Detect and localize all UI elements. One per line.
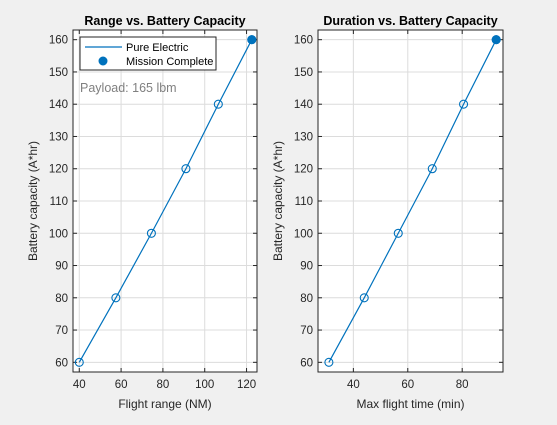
legend-entry-pure-electric: Pure Electric: [126, 42, 189, 54]
y-tick-label: 100: [294, 228, 313, 240]
x-tick-label: 40: [347, 379, 360, 391]
y-tick-label: 150: [49, 67, 68, 79]
series-line-pure-electric: [78, 39, 253, 363]
y-axis-label: Battery capacity (A*hr): [271, 141, 285, 261]
legend: [79, 36, 217, 71]
x-axis-label: Flight range (NM): [118, 397, 211, 411]
y-tick-label: 140: [49, 99, 68, 111]
y-tick-label: 130: [49, 131, 68, 143]
data-point-marker: [181, 164, 191, 174]
y-tick-label: 110: [50, 196, 68, 208]
chart-title: Range vs. Battery Capacity: [84, 14, 245, 28]
y-tick-label: 80: [55, 293, 68, 305]
y-tick-label: 130: [294, 131, 313, 143]
x-tick-label: 120: [237, 379, 256, 391]
data-point-marker: [393, 228, 403, 238]
y-tick-label: 100: [49, 228, 68, 240]
payload-annotation: Payload: 165 lbm: [80, 81, 177, 95]
y-tick-label: 150: [294, 67, 313, 79]
data-point-marker: [213, 99, 223, 109]
mission-complete-marker: [491, 35, 501, 45]
y-tick-label: 70: [55, 325, 68, 337]
mission-complete-marker: [247, 35, 257, 45]
y-tick-label: 140: [294, 99, 313, 111]
y-tick-label: 60: [55, 357, 68, 369]
data-point-marker: [146, 228, 156, 238]
x-axis-label: Max flight time (min): [356, 397, 464, 411]
data-point-marker: [111, 293, 121, 303]
x-tick-label: 80: [456, 379, 469, 391]
data-point-marker: [74, 357, 84, 367]
chart-title: Duration vs. Battery Capacity: [323, 14, 497, 28]
x-tick-label: 100: [195, 379, 214, 391]
x-tick-label: 60: [401, 379, 414, 391]
y-tick-label: 120: [49, 164, 68, 176]
legend-marker-swatch: [98, 56, 108, 66]
y-tick-label: 160: [294, 35, 313, 47]
y-tick-label: 80: [300, 293, 313, 305]
data-point-marker: [324, 357, 334, 367]
data-point-marker: [459, 99, 469, 109]
chart-panel-1: 40 60 80 100 120 60 70 80 90 100 110 120 130 140 150 16…: [26, 14, 258, 411]
data-point-marker: [427, 164, 437, 174]
y-tick-label: 60: [300, 357, 313, 369]
y-tick-label: 120: [294, 164, 313, 176]
y-tick-label: 110: [295, 196, 313, 208]
y-axis-label: Battery capacity (A*hr): [26, 141, 40, 261]
y-tick-label: 90: [55, 261, 68, 273]
x-tick-label: 60: [115, 379, 128, 391]
y-tick-label: 70: [300, 325, 313, 337]
y-tick-label: 160: [49, 35, 68, 47]
x-tick-label: 80: [157, 379, 170, 391]
y-tick-label: 90: [300, 261, 313, 273]
chart-panel-2: 40 60 80 60 70 80 90 100 110 120 130 140 150 160 Durat…: [271, 14, 504, 411]
legend-entry-mission-complete: Mission Complete: [126, 56, 213, 68]
series-line-pure-electric: [328, 39, 497, 363]
data-point-marker: [359, 293, 369, 303]
x-tick-label: 40: [73, 379, 86, 391]
